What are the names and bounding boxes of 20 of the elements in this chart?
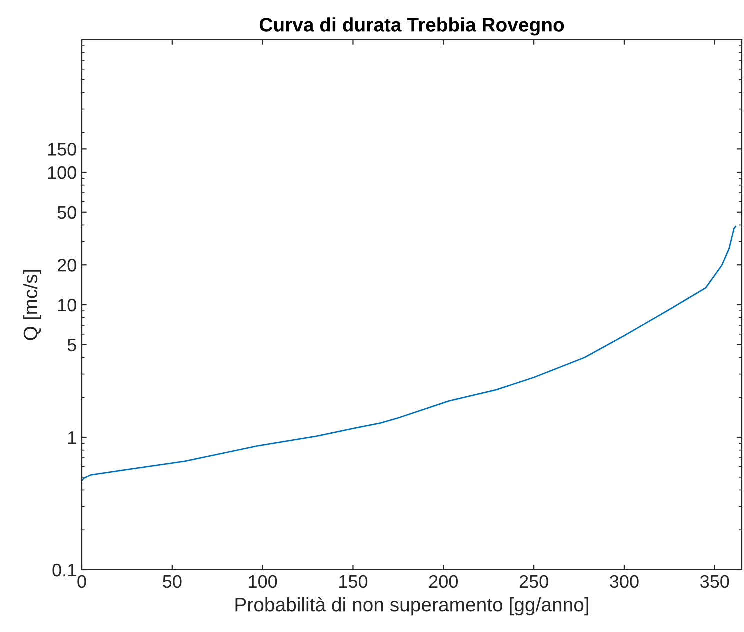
x-tick-label: 100 <box>249 575 278 588</box>
y-tick-label: 0.1 <box>52 564 76 577</box>
x-tick-label: 150 <box>340 575 368 588</box>
y-tick-label: 1 <box>68 432 76 444</box>
x-tick-label: 50 <box>163 575 182 588</box>
y-tick-label: 150 <box>48 143 76 156</box>
y-tick-label: 5 <box>68 339 76 352</box>
y-axis-title: Q [mc/s] <box>23 270 42 340</box>
y-tick-label: 50 <box>58 206 76 220</box>
x-axis-title: Probabilità di non superamento [gg/anno] <box>236 597 588 616</box>
chart-title: Curva di durata Trebbia Rovegno <box>260 18 564 36</box>
x-tick-label: 0 <box>78 575 86 588</box>
y-tick-label: 10 <box>58 298 76 312</box>
x-tick-label: 350 <box>700 575 730 588</box>
line-series <box>82 226 737 482</box>
y-tick-label: 100 <box>48 166 76 180</box>
y-tick-label: 20 <box>58 259 76 272</box>
x-tick-label: 200 <box>429 575 458 588</box>
x-tick-label: 250 <box>520 575 548 588</box>
x-tick-label: 300 <box>610 575 639 588</box>
